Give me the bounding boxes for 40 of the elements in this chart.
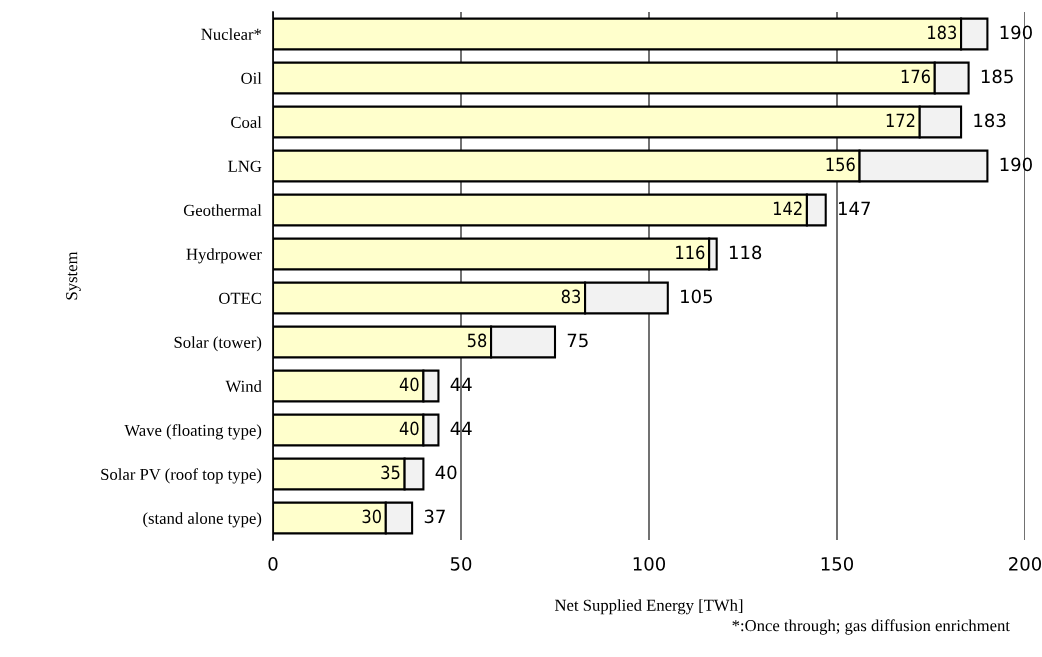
y-axis-title: System: [66, 251, 81, 300]
total-label: 185: [981, 69, 1013, 84]
data-label: 176: [901, 69, 930, 84]
x-tick-label: 200: [1009, 556, 1042, 571]
total-label: 118: [729, 245, 762, 260]
data-label: 183: [928, 25, 957, 40]
y-tick-label: OTEC: [219, 292, 261, 304]
data-label: 83: [561, 289, 581, 304]
data-label: 172: [886, 113, 915, 127]
data-label: 35: [381, 465, 400, 480]
data-label: 142: [773, 201, 802, 215]
total-label: 183: [974, 113, 1006, 128]
y-tick-label: Nuclear*: [201, 28, 262, 40]
x-tick-label: 150: [821, 556, 854, 571]
y-tick-label: Oil: [241, 72, 262, 84]
data-label: 156: [826, 157, 855, 172]
x-tick-label: 0: [268, 556, 278, 571]
data-label: 40: [399, 421, 419, 436]
x-tick-label: 50: [450, 556, 472, 571]
y-tick-label: Coal: [231, 116, 262, 128]
y-tick-label: LNG: [228, 160, 262, 172]
data-label: 58: [467, 333, 487, 348]
y-tick-label: Wind: [225, 380, 262, 393]
data-label: 116: [676, 245, 705, 260]
y-tick-label: (stand alone type): [143, 512, 262, 528]
total-label: 147: [838, 201, 870, 215]
total-label: 37: [424, 509, 445, 524]
total-label: 75: [567, 333, 588, 348]
total-label: 105: [681, 289, 712, 304]
data-label: 30: [362, 509, 381, 524]
y-tick-label: Solar (tower): [174, 336, 262, 352]
y-tick-label: Geothermal: [183, 204, 262, 216]
text: *:Once through; gas diffusion enrichment: [732, 619, 1010, 635]
y-tick-label: Hydrpower: [186, 248, 262, 264]
x-tick-label: 100: [633, 556, 666, 571]
y-tick-label: Wave (floating type): [124, 424, 262, 440]
data-label: 40: [399, 377, 419, 392]
total-label: 40: [435, 465, 457, 480]
x-axis-title: Net Supplied Energy [TWh]: [554, 599, 743, 615]
y-tick-label: Solar PV (roof top type): [101, 468, 262, 484]
